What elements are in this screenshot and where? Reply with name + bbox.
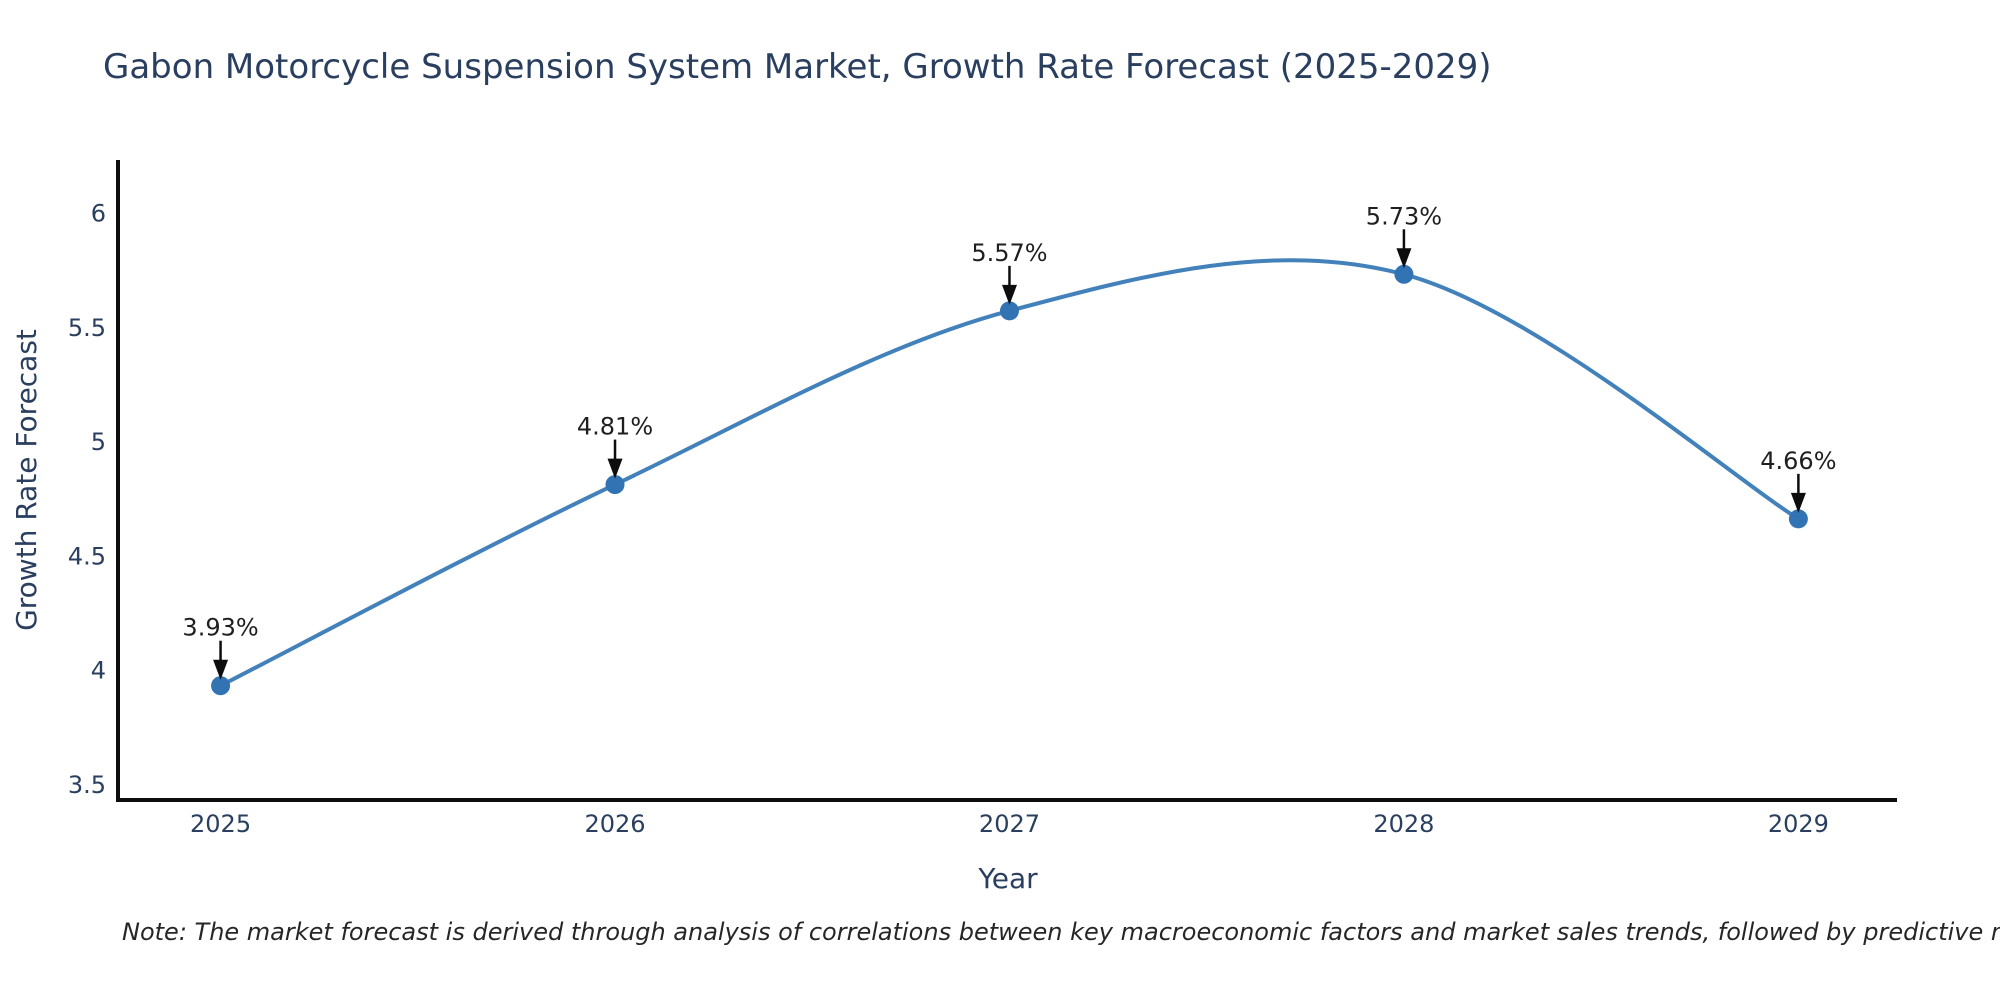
data-point xyxy=(211,676,231,696)
x-axis-title: Year xyxy=(977,862,1038,895)
data-point xyxy=(999,301,1019,321)
data-point xyxy=(605,475,625,495)
x-tick-label: 2029 xyxy=(1768,810,1829,838)
annotation-label: 5.57% xyxy=(971,239,1047,267)
data-point xyxy=(1394,264,1414,284)
annotation-arrowhead-icon xyxy=(1790,492,1806,513)
y-tick-label: 5.5 xyxy=(68,314,106,342)
annotation-arrowhead-icon xyxy=(1396,248,1412,269)
annotation-label: 4.66% xyxy=(1760,447,1836,475)
x-tick-label: 2025 xyxy=(190,810,251,838)
annotation-arrowhead-icon xyxy=(1001,284,1017,305)
x-tick-label: 2026 xyxy=(584,810,645,838)
annotation-label: 5.73% xyxy=(1366,202,1442,230)
growth-rate-line xyxy=(218,258,1801,688)
y-tick-label: 6 xyxy=(91,200,106,228)
chart-title: Gabon Motorcycle Suspension System Marke… xyxy=(103,47,1492,87)
y-axis-title: Growth Rate Forecast xyxy=(10,329,43,631)
y-tick-label: 3.5 xyxy=(68,771,106,799)
point-annotations: 3.93% 4.81% 5.57% 5.73% 4.66% xyxy=(182,202,1837,680)
data-point xyxy=(1788,509,1808,529)
y-tick-label: 4.5 xyxy=(68,542,106,570)
y-tick-label: 5 xyxy=(91,428,106,456)
y-axis-tick-labels: 3.5 4 4.5 5 5.5 6 xyxy=(68,200,106,799)
annotation-label: 3.93% xyxy=(182,614,258,642)
x-axis-tick-labels: 2025 2026 2027 2028 2029 xyxy=(190,810,1829,838)
annotation-label: 4.81% xyxy=(577,413,653,441)
footnote: Note: The market forecast is derived thr… xyxy=(122,918,2000,946)
data-markers xyxy=(211,264,1808,696)
x-tick-label: 2027 xyxy=(979,810,1040,838)
x-tick-label: 2028 xyxy=(1373,810,1434,838)
annotation-arrowhead-icon xyxy=(607,458,623,479)
y-tick-label: 4 xyxy=(91,657,106,685)
data-line xyxy=(218,258,1801,688)
annotation-arrowhead-icon xyxy=(213,659,229,680)
